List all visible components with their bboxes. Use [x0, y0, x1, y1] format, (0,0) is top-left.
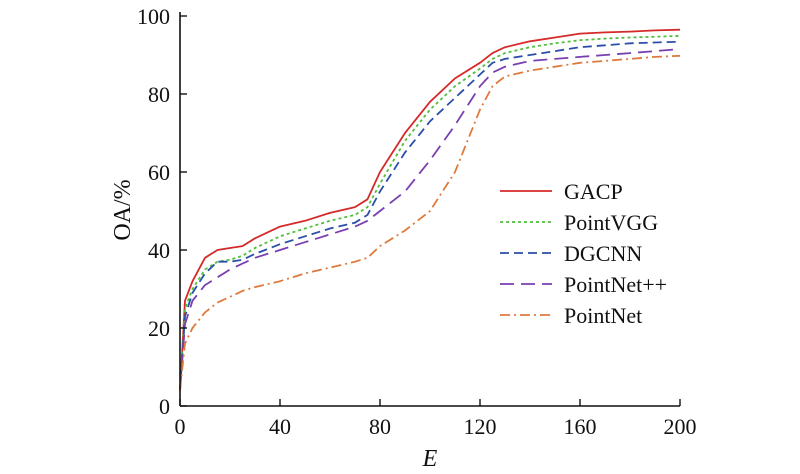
- series-line-2: [179, 40, 681, 391]
- ticks-layer: 0 40 80 120 160 200 0 20 40 60 80 100: [137, 4, 697, 439]
- series-line-3: [179, 48, 681, 391]
- series-line-0: [179, 28, 681, 391]
- y-tick-label-4: 80: [148, 82, 170, 107]
- axes-layer: [179, 12, 680, 407]
- series-layer: [179, 28, 681, 391]
- legend-label-2: DGCNN: [564, 241, 642, 266]
- x-tick-label-0: 0: [175, 414, 186, 439]
- x-tick-label-2: 80: [369, 414, 391, 439]
- y-tick-label-0: 0: [159, 394, 170, 419]
- x-tick-label-3: 120: [464, 414, 497, 439]
- series-line-4: [179, 54, 681, 391]
- y-tick-label-1: 20: [148, 316, 170, 341]
- y-tick-label-2: 40: [148, 238, 170, 263]
- x-tick-label-4: 160: [564, 414, 597, 439]
- x-tick-label-5: 200: [664, 414, 697, 439]
- legend-label-3: PointNet++: [564, 272, 667, 297]
- x-axis-label: E: [422, 446, 438, 472]
- legend: GACP PointVGG DGCNN PointNet++ PointNet: [500, 179, 667, 328]
- legend-label-1: PointVGG: [564, 210, 658, 235]
- y-tick-label-5: 100: [137, 4, 170, 29]
- y-tick-label-3: 60: [148, 160, 170, 185]
- legend-label-0: GACP: [564, 179, 623, 204]
- x-tick-label-1: 40: [269, 414, 291, 439]
- legend-label-4: PointNet: [564, 303, 642, 328]
- y-axis-label: OA/%: [110, 179, 136, 240]
